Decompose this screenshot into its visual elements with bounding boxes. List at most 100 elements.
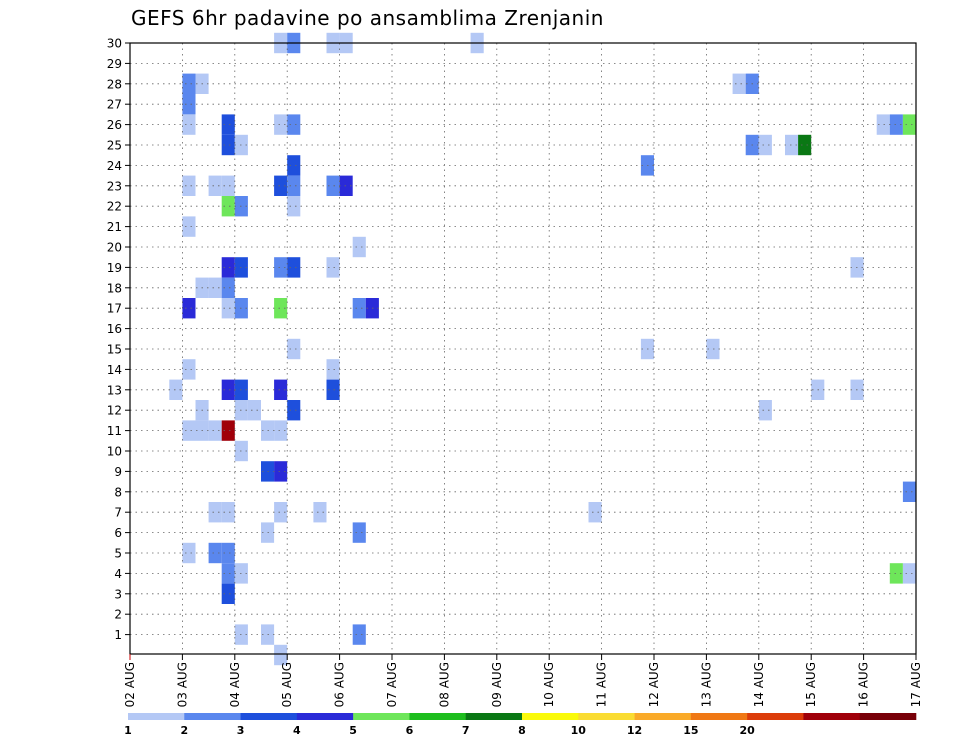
colorbar-segment xyxy=(634,713,692,720)
heatmap-cell xyxy=(221,583,235,604)
heatmap-cell xyxy=(182,216,196,237)
x-tick-label: 02 AUG xyxy=(123,662,137,707)
heatmap-cell xyxy=(274,298,288,319)
heatmap-cell xyxy=(182,420,196,441)
heatmap-cell xyxy=(352,624,366,645)
colorbar-label: 15 xyxy=(683,724,698,737)
heatmap-cell xyxy=(876,114,890,135)
heatmap-cells xyxy=(169,32,916,666)
colorbar-segment xyxy=(184,713,241,720)
heatmap-cell xyxy=(287,400,301,421)
y-tick-label: 15 xyxy=(107,343,122,357)
heatmap-cell xyxy=(221,420,235,441)
heatmap-cell xyxy=(902,563,916,584)
colorbar-segment xyxy=(296,713,354,720)
y-tick-label: 22 xyxy=(107,200,122,214)
x-tick-label: 06 AUG xyxy=(333,662,347,707)
heatmap-cell xyxy=(758,134,772,156)
heatmap-cell xyxy=(221,277,235,298)
y-tick-label: 5 xyxy=(114,547,122,561)
heatmap-cell xyxy=(221,175,235,196)
heatmap-cell xyxy=(326,175,340,196)
heatmap-cell xyxy=(221,542,235,564)
heatmap-cell xyxy=(208,277,222,298)
colorbar-segment xyxy=(465,713,523,720)
colorbar-label: 10 xyxy=(571,724,587,737)
y-tick-label: 18 xyxy=(107,281,122,295)
colorbar-segment xyxy=(803,713,861,720)
heatmap-cell xyxy=(182,94,196,115)
y-tick-label: 27 xyxy=(107,98,122,112)
heatmap-cell xyxy=(339,175,353,196)
y-tick-label: 9 xyxy=(114,465,122,479)
heatmap-cell xyxy=(758,400,772,421)
y-tick-label: 29 xyxy=(107,57,122,71)
heatmap-cell xyxy=(326,359,340,380)
heatmap-cell xyxy=(889,114,903,135)
x-tick-label: 08 AUG xyxy=(437,662,451,707)
heatmap-cell xyxy=(208,175,222,196)
y-tick-label: 24 xyxy=(107,159,122,173)
heatmap-cell xyxy=(182,114,196,135)
y-tick-label: 4 xyxy=(114,567,122,581)
heatmap-cell xyxy=(208,542,222,564)
heatmap-cell xyxy=(221,379,235,400)
y-tick-label: 28 xyxy=(107,77,122,91)
heatmap-cell xyxy=(588,502,602,523)
colorbar-label: 2 xyxy=(180,724,188,737)
x-tick-label: 14 AUG xyxy=(752,662,766,707)
x-tick-label: 11 AUG xyxy=(595,662,609,707)
y-tick-label: 3 xyxy=(114,587,122,601)
y-tick-label: 20 xyxy=(107,241,122,255)
y-tick-label: 23 xyxy=(107,179,122,193)
colorbar-segment xyxy=(240,713,298,720)
heatmap-cell xyxy=(352,522,366,543)
heatmap-cell xyxy=(274,114,288,135)
y-tick-label: 10 xyxy=(107,445,122,459)
colorbar-label: 6 xyxy=(406,724,414,737)
colorbar-segment xyxy=(859,713,917,720)
y-tick-label: 21 xyxy=(107,220,122,234)
colorbar-label: 1 xyxy=(124,724,132,737)
heatmap-cell xyxy=(889,563,903,584)
heatmap-cell xyxy=(902,114,916,135)
x-tick-label: 09 AUG xyxy=(490,662,504,707)
grid-lines xyxy=(130,42,916,654)
colorbar: 1 2 3 4 5 6 7 8 10 12 15 20 xyxy=(124,713,917,737)
heatmap-cell xyxy=(287,257,301,278)
x-axis: 02 AUG 03 AUG 04 AUG 05 AUG 06 AUG 07 AUG 08 A… xyxy=(123,654,923,707)
heatmap-cell xyxy=(274,175,288,196)
colorbar-label: 3 xyxy=(237,724,245,737)
heatmap-cell xyxy=(182,73,196,94)
heatmap-cell xyxy=(352,236,366,258)
y-tick-label: 8 xyxy=(114,485,122,499)
heatmap-cell xyxy=(274,420,288,441)
heatmap-cell xyxy=(274,257,288,278)
y-tick-label: 26 xyxy=(107,118,122,132)
x-tick-label: 16 AUG xyxy=(857,662,871,707)
colorbar-label: 7 xyxy=(462,724,470,737)
colorbar-label: 12 xyxy=(627,724,642,737)
y-tick-label: 25 xyxy=(107,139,122,153)
heatmap-cell xyxy=(221,502,235,523)
x-tick-label: 13 AUG xyxy=(699,662,713,707)
heatmap-cell xyxy=(274,379,288,400)
heatmap-cell xyxy=(221,114,235,135)
colorbar-segment xyxy=(578,713,635,720)
heatmap-cell xyxy=(208,502,222,523)
y-tick-label: 19 xyxy=(107,261,122,275)
y-tick-label: 2 xyxy=(114,608,122,622)
x-tick-label: 17 AUG xyxy=(909,662,923,707)
y-tick-label: 11 xyxy=(107,424,122,438)
colorbar-segment xyxy=(353,713,410,720)
colorbar-label: 20 xyxy=(739,724,755,737)
x-tick-label: 07 AUG xyxy=(385,662,399,707)
heatmap-cell xyxy=(902,481,916,502)
y-tick-label: 12 xyxy=(107,404,122,418)
x-tick-label: 04 AUG xyxy=(228,662,242,707)
x-tick-label: 15 AUG xyxy=(804,662,818,707)
heatmap-cell xyxy=(247,400,261,421)
heatmap-cell xyxy=(706,338,720,360)
heatmap-cell xyxy=(798,134,812,156)
